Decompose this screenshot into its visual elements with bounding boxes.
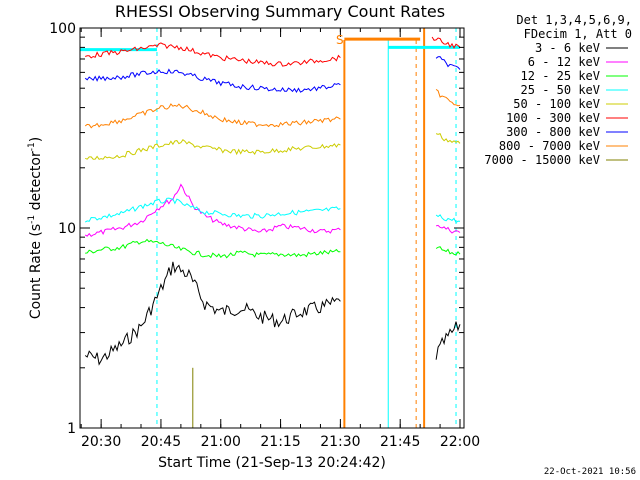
x-tick-label: 22:00 — [440, 434, 480, 450]
x-axis-label: Start Time (21-Sep-13 20:24:42) — [158, 455, 386, 471]
legend: Det 1,3,4,5,6,9, FDecim 1, Att 0 3 - 6 k… — [484, 13, 632, 167]
series-line-1-1 — [435, 224, 461, 234]
series-line-4-0 — [84, 138, 341, 160]
y-axis-label-sup2: -1 — [27, 142, 37, 151]
series-line-6-0 — [84, 68, 341, 93]
y-axis-label-main: Count Rate (s — [28, 224, 44, 319]
series-line-4-1 — [435, 132, 461, 144]
series-line-5-1 — [431, 36, 461, 49]
legend-label: 300 - 800 keV — [506, 125, 600, 139]
legend-label: 3 - 6 keV — [535, 41, 600, 55]
y-tick-label: 10 — [58, 221, 76, 237]
x-tick-label: 21:45 — [380, 434, 420, 450]
y-axis: 1 10 100 — [49, 21, 464, 437]
series-line-6-1 — [435, 56, 461, 70]
series-line-2-1 — [435, 246, 461, 256]
series-line-2-0 — [85, 238, 341, 259]
y-tick-label: 100 — [49, 21, 76, 37]
legend-label: 50 - 100 keV — [513, 97, 600, 111]
footer-date: 22-Oct-2021 10:56 — [544, 467, 636, 477]
legend-label: 12 - 25 keV — [521, 69, 600, 83]
y-tick-label: 1 — [67, 421, 76, 437]
chart-title: RHESSI Observing Summary Count Rates — [115, 2, 445, 21]
series-line-0-1 — [435, 321, 461, 360]
legend-label: 100 - 300 keV — [506, 111, 600, 125]
plot-series — [84, 36, 461, 428]
x-axis: 20:30 20:45 21:00 21:15 21:30 21:45 22:00 — [80, 28, 480, 450]
x-tick-label: 21:30 — [320, 434, 360, 450]
y-axis-label-end: ) — [28, 137, 44, 142]
series-line-0-0 — [84, 261, 341, 366]
series-line-5-0 — [85, 42, 341, 67]
legend-header-line-2: FDecim 1, Att 0 — [524, 27, 632, 41]
legend-label: 25 - 50 keV — [521, 83, 600, 97]
x-tick-label: 20:30 — [81, 434, 121, 450]
series-line-1-0 — [84, 183, 341, 237]
x-tick-label: 21:00 — [201, 434, 241, 450]
series-line-7-0 — [84, 103, 341, 129]
legend-header-line-1: Det 1,3,4,5,6,9, — [516, 13, 632, 27]
series-line-7-1 — [435, 88, 461, 107]
state-annotation: S — [336, 33, 344, 47]
y-axis-label-sup: -1 — [27, 215, 37, 224]
y-axis-label-tail: detector — [28, 151, 44, 215]
legend-label: 7000 - 15000 keV — [484, 153, 600, 167]
legend-label: 800 - 7000 keV — [499, 139, 600, 153]
x-tick-label: 21:15 — [260, 434, 300, 450]
y-axis-label: Count Rate (s-1 detector-1) — [27, 137, 44, 319]
series-line-3-1 — [435, 214, 461, 224]
legend-label: 6 - 12 keV — [528, 55, 600, 69]
series-line-3-0 — [84, 197, 341, 223]
x-tick-label: 20:45 — [141, 434, 181, 450]
